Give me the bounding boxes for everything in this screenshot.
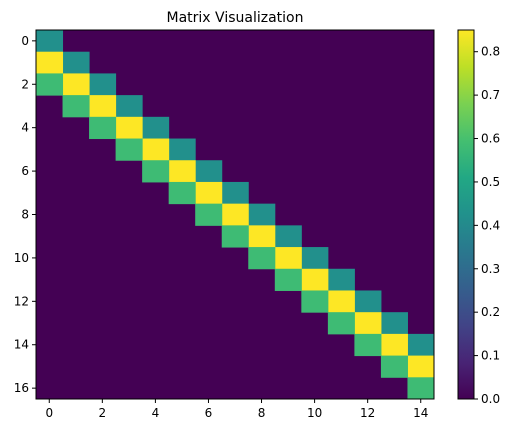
heatmap-cell [301, 247, 329, 270]
y-tick-label: 4 [21, 121, 29, 135]
x-tick-label: 4 [152, 406, 160, 420]
heatmap-cell [221, 225, 249, 248]
heatmap-cell [115, 95, 143, 118]
heatmap-cell [195, 181, 223, 205]
heatmap-cell [142, 138, 170, 161]
y-tick-label: 2 [21, 77, 29, 91]
x-tick-label: 10 [307, 406, 322, 420]
colorbar-tick-label: 0.6 [481, 132, 500, 146]
y-tick-label: 0 [21, 34, 29, 48]
heatmap-cell [248, 203, 276, 226]
y-tick-label: 12 [14, 294, 29, 308]
heatmap-cell [407, 333, 435, 357]
heatmap-cell [274, 225, 302, 248]
heatmap-cell [301, 290, 329, 313]
colorbar-tick-label: 0.2 [481, 305, 500, 319]
heatmap-cell [380, 312, 408, 335]
heatmap-cell [354, 312, 382, 335]
heatmap-cell [380, 355, 408, 378]
heatmap-cell [36, 51, 64, 74]
x-tick-label: 14 [413, 406, 428, 420]
chart-title: Matrix Visualization [167, 10, 304, 26]
heatmap-cell [62, 95, 90, 118]
heatmap-cell [221, 181, 249, 205]
colorbar-axis: 0.0 0.1 0.2 0.3 0.4 0.5 0.6 0.7 0.8 [474, 45, 500, 406]
heatmap-cell [407, 355, 435, 378]
heatmap-cell [62, 51, 90, 74]
heatmap-cell [327, 290, 355, 313]
heatmap-cell [248, 225, 276, 248]
colorbar-tick-label: 0.5 [481, 175, 500, 189]
x-tick-label: 0 [45, 406, 53, 420]
y-tick-label: 16 [14, 381, 29, 395]
x-tick-label: 12 [360, 406, 375, 420]
y-tick-label: 10 [14, 251, 29, 265]
heatmap-cell [274, 247, 302, 270]
heatmap-cells [36, 30, 435, 400]
heatmap-cell [142, 116, 170, 140]
colorbar-tick-label: 0.4 [481, 218, 500, 232]
y-tick-label: 8 [21, 208, 29, 222]
heatmap-cell [354, 333, 382, 357]
heatmap-cell [168, 160, 196, 183]
heatmap-cell [115, 138, 143, 161]
heatmap-cell [195, 160, 223, 183]
heatmap-cell [115, 116, 143, 140]
heatmap-cell [89, 73, 117, 96]
y-tick-label: 6 [21, 164, 29, 178]
heatmap-cell [195, 203, 223, 226]
heatmap-cell [327, 312, 355, 335]
colorbar-tick-label: 0.7 [481, 88, 500, 102]
heatmap-cell [274, 268, 302, 291]
colorbar-frame [457, 29, 475, 400]
heatmap-cell [301, 268, 329, 291]
heatmap-cell [168, 138, 196, 161]
heatmap-cell [89, 116, 117, 140]
colorbar-tick-label: 0.3 [481, 262, 500, 276]
y-tick-label: 14 [14, 338, 29, 352]
colorbar-tick-label: 0.1 [481, 349, 500, 363]
heatmap-cell [36, 73, 64, 96]
heatmap-cell [142, 160, 170, 183]
heatmap-cell [248, 247, 276, 270]
heatmap-cell [36, 30, 64, 53]
heatmap-cell [380, 333, 408, 357]
x-tick-label: 6 [205, 406, 213, 420]
heatmap-cell [62, 73, 90, 96]
colorbar-tick-label: 0.0 [481, 392, 500, 406]
x-tick-label: 8 [258, 406, 266, 420]
x-tick-label: 2 [99, 406, 107, 420]
y-axis: 0 2 4 6 8 10 12 14 16 [14, 34, 36, 395]
heatmap-cell [89, 95, 117, 118]
colorbar [458, 30, 474, 399]
heatmap-cell [168, 181, 196, 205]
heatmap-cell [221, 203, 249, 226]
colorbar-tick-label: 0.8 [481, 45, 500, 59]
heatmap-cell [327, 268, 355, 291]
x-axis: 0 2 4 6 8 10 12 14 [45, 399, 428, 420]
heatmap-cell [407, 377, 435, 400]
heatmap-cell [354, 290, 382, 313]
